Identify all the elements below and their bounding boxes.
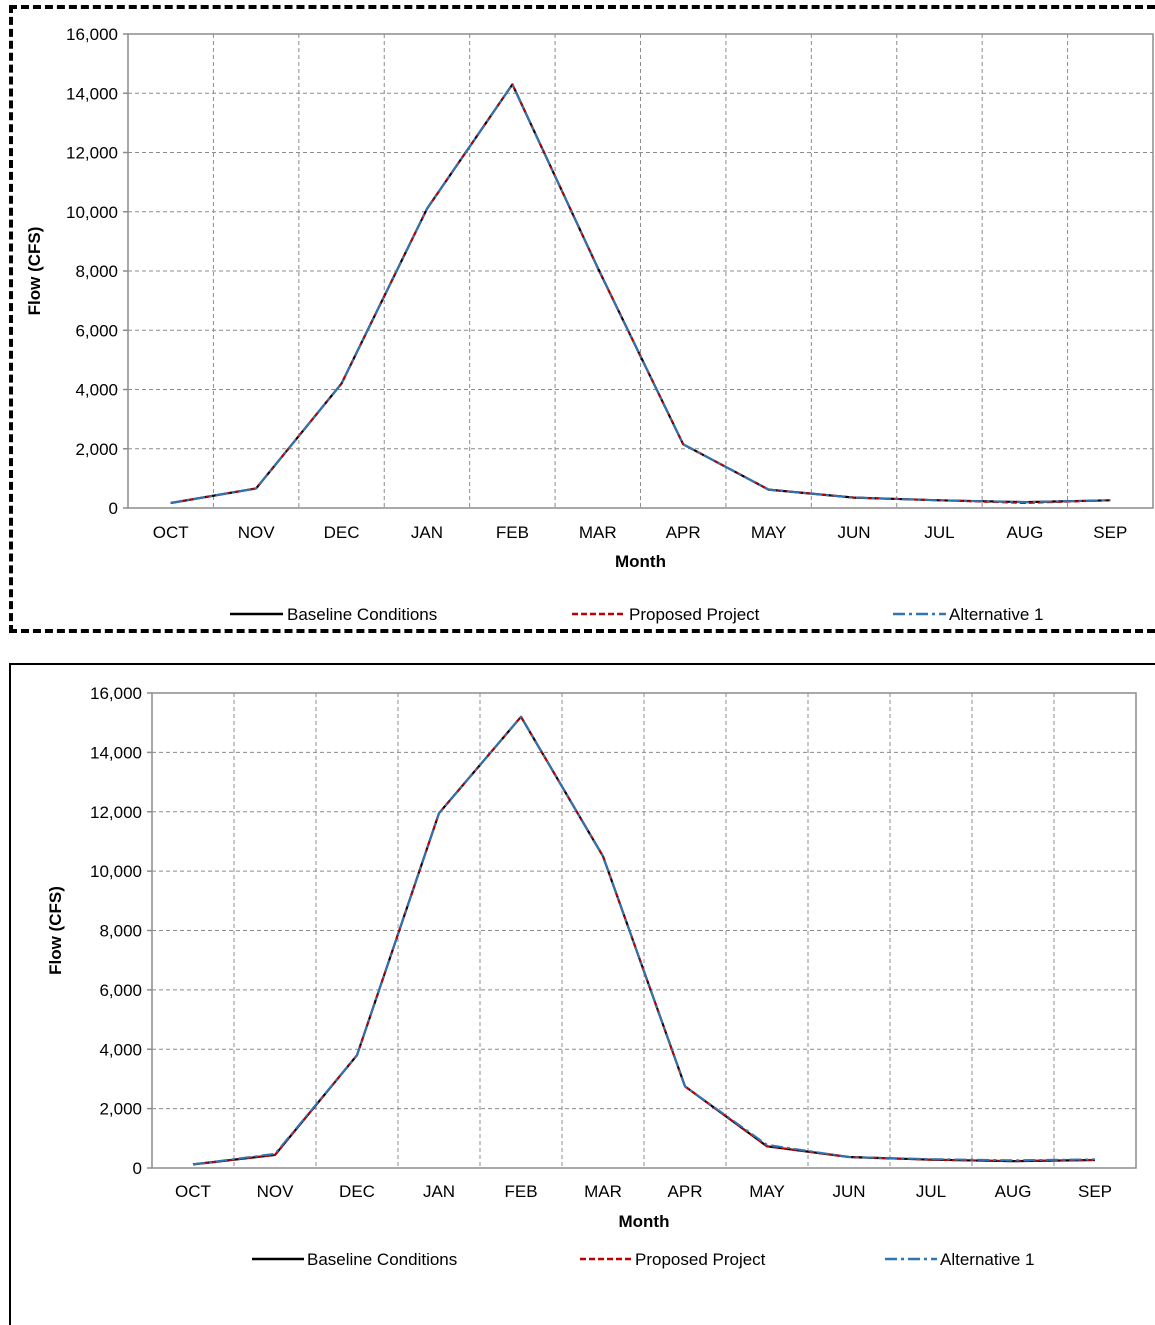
y-tick-label: 2,000: [75, 440, 118, 459]
y-tick-label: 4,000: [75, 381, 118, 400]
y-tick-label: 14,000: [90, 743, 142, 762]
y-tick-label: 14,000: [66, 84, 118, 103]
series-line-dashdot: [192, 715, 1096, 1166]
x-tick-label: JUL: [916, 1182, 946, 1201]
y-axis-title: Flow (CFS): [46, 886, 65, 975]
legend-label: Proposed Project: [635, 1250, 766, 1269]
y-tick-label: 6,000: [75, 321, 118, 340]
x-tick-label: JUN: [832, 1182, 865, 1201]
x-tick-label: NOV: [257, 1182, 295, 1201]
y-tick-label: 16,000: [90, 684, 142, 703]
x-tick-label: OCT: [175, 1182, 211, 1201]
x-tick-label: JUL: [924, 523, 954, 542]
x-tick-label: APR: [668, 1182, 703, 1201]
chart-panel-bottom: [9, 663, 1155, 1325]
legend-label: Proposed Project: [629, 605, 760, 624]
x-axis-title: Month: [619, 1212, 670, 1231]
y-tick-label: 10,000: [90, 862, 142, 881]
legend-label: Baseline Conditions: [287, 605, 437, 624]
line-chart-2: 0 2,000 4,000 6,000 8,000 10,000 12,000 14,000 1…: [46, 684, 1137, 1269]
legend-label: Alternative 1: [940, 1250, 1035, 1269]
y-tick-label: 8,000: [99, 922, 142, 941]
x-axis-title: Month: [615, 552, 666, 571]
y-tick-label: 6,000: [99, 981, 142, 1000]
x-tick-label: JUN: [838, 523, 871, 542]
x-tick-label: MAY: [751, 523, 787, 542]
x-tick-label: SEP: [1078, 1182, 1112, 1201]
line-chart-1: 0 2,000 4,000 6,000 8,000 10,000 12,000 14,000 1…: [25, 25, 1154, 624]
y-tick-label: 12,000: [90, 803, 142, 822]
y-tick-label: 12,000: [66, 144, 118, 163]
x-tick-label: DEC: [324, 523, 360, 542]
x-tick-label: FEB: [504, 1182, 537, 1201]
x-tick-label: MAR: [584, 1182, 622, 1201]
series-line-dashdot: [170, 83, 1111, 504]
x-tick-label: FEB: [496, 523, 529, 542]
y-tick-label: 0: [133, 1159, 142, 1178]
x-tick-label: AUG: [995, 1182, 1032, 1201]
x-tick-label: JAN: [411, 523, 443, 542]
legend: Baseline Conditions Proposed Project Alter…: [230, 605, 1044, 624]
legend: Baseline Conditions Proposed Project Alter…: [252, 1250, 1035, 1269]
x-tick-label: JAN: [423, 1182, 455, 1201]
legend-label: Baseline Conditions: [307, 1250, 457, 1269]
x-tick-label: SEP: [1093, 523, 1127, 542]
x-tick-label: AUG: [1006, 523, 1043, 542]
x-tick-label: MAY: [749, 1182, 785, 1201]
x-tick-label: DEC: [339, 1182, 375, 1201]
y-tick-label: 4,000: [99, 1040, 142, 1059]
y-tick-label: 10,000: [66, 203, 118, 222]
y-tick-label: 0: [109, 499, 118, 518]
chart-panel-top: [9, 5, 1155, 633]
x-tick-label: OCT: [153, 523, 189, 542]
x-tick-label: APR: [666, 523, 701, 542]
y-tick-label: 8,000: [75, 262, 118, 281]
y-tick-label: 2,000: [99, 1100, 142, 1119]
x-tick-label: NOV: [238, 523, 276, 542]
legend-label: Alternative 1: [949, 605, 1044, 624]
y-tick-label: 16,000: [66, 25, 118, 44]
x-tick-label: MAR: [579, 523, 617, 542]
y-axis-title: Flow (CFS): [25, 227, 44, 316]
